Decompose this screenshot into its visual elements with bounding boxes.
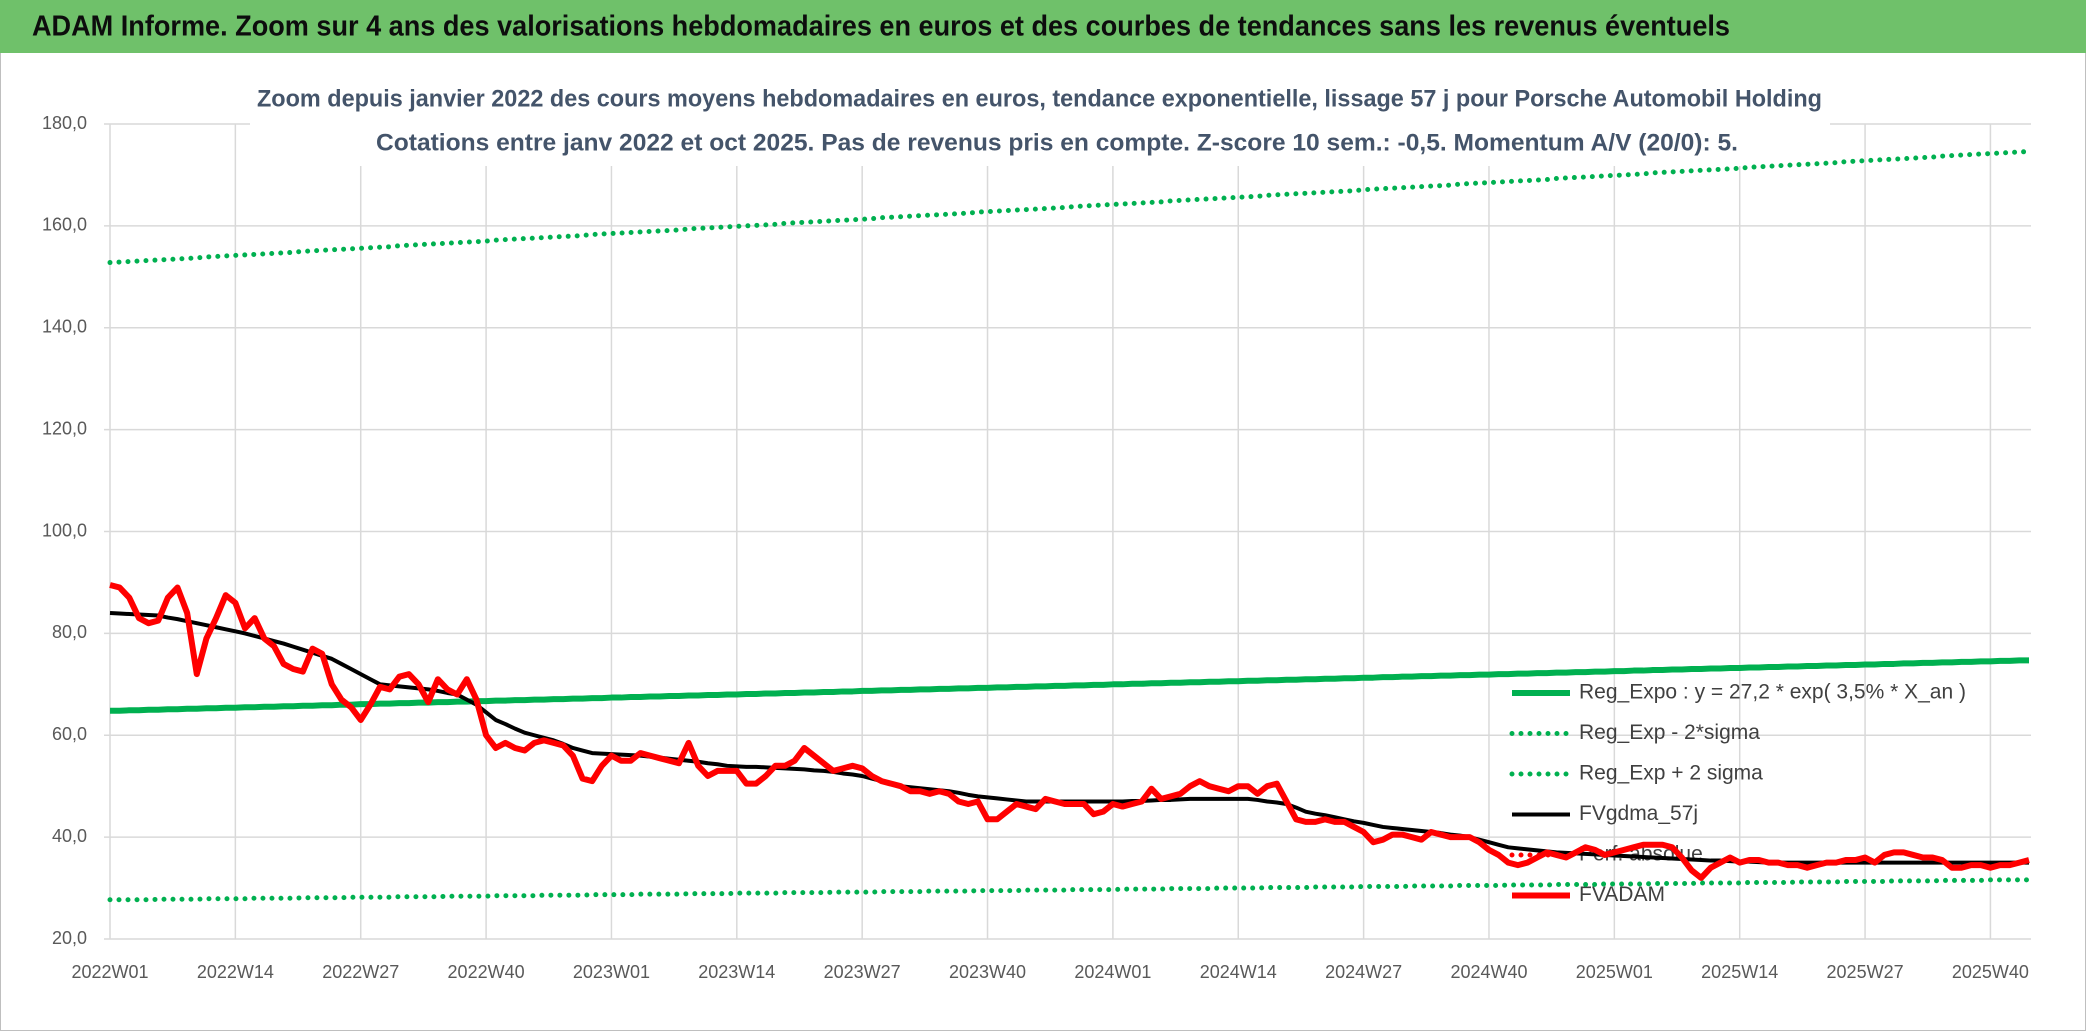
y-tick-label: 40,0 — [52, 826, 87, 846]
x-tick-label: 2022W27 — [322, 962, 399, 982]
x-tick-label: 2025W27 — [1827, 962, 1904, 982]
x-tick-label: 2022W40 — [448, 962, 525, 982]
x-tick-label: 2024W01 — [1074, 962, 1151, 982]
legend-label: FVgdma_57j — [1579, 802, 1698, 825]
x-tick-label: 2023W14 — [698, 962, 775, 982]
chart-title: Zoom depuis janvier 2022 des cours moyen… — [257, 85, 1822, 112]
legend-label: Reg_Exp - 2*sigma — [1579, 721, 1760, 744]
x-tick-label: 2024W14 — [1200, 962, 1277, 982]
y-tick-label: 60,0 — [52, 724, 87, 744]
x-tick-label: 2025W14 — [1701, 962, 1778, 982]
y-tick-label: 120,0 — [42, 418, 87, 438]
x-tick-label: 2023W27 — [824, 962, 901, 982]
x-tick-label: 2024W40 — [1450, 962, 1527, 982]
x-tick-label: 2022W14 — [197, 962, 274, 982]
y-tick-label: 80,0 — [52, 622, 87, 642]
legend-label: Reg_Expo : y = 27,2 * exp( 3,5% * X_an ) — [1579, 681, 1966, 704]
banner — [0, 0, 2086, 53]
y-tick-label: 20,0 — [52, 928, 87, 948]
legend-label: FVADAM — [1579, 883, 1665, 906]
x-tick-label: 2023W40 — [949, 962, 1026, 982]
series-line — [107, 877, 2032, 903]
legend-label: Reg_Exp + 2 sigma — [1579, 762, 1763, 785]
y-tick-label: 140,0 — [42, 317, 87, 337]
y-tick-label: 160,0 — [42, 215, 87, 235]
chart-title: Cotations entre janv 2022 et oct 2025. P… — [376, 129, 1738, 156]
series-line — [109, 582, 2030, 881]
y-tick-label: 100,0 — [42, 520, 87, 540]
banner-title: ADAM Informe. Zoom sur 4 ans des valoris… — [32, 11, 1730, 43]
title-background — [250, 80, 1830, 166]
x-tick-label: 2025W01 — [1576, 962, 1653, 982]
x-tick-label: 2022W01 — [71, 962, 148, 982]
series-line — [107, 149, 2032, 266]
y-tick-label: 180,0 — [42, 113, 87, 133]
x-tick-label: 2024W27 — [1325, 962, 1402, 982]
x-tick-label: 2025W40 — [1952, 962, 2029, 982]
x-tick-label: 2023W01 — [573, 962, 650, 982]
